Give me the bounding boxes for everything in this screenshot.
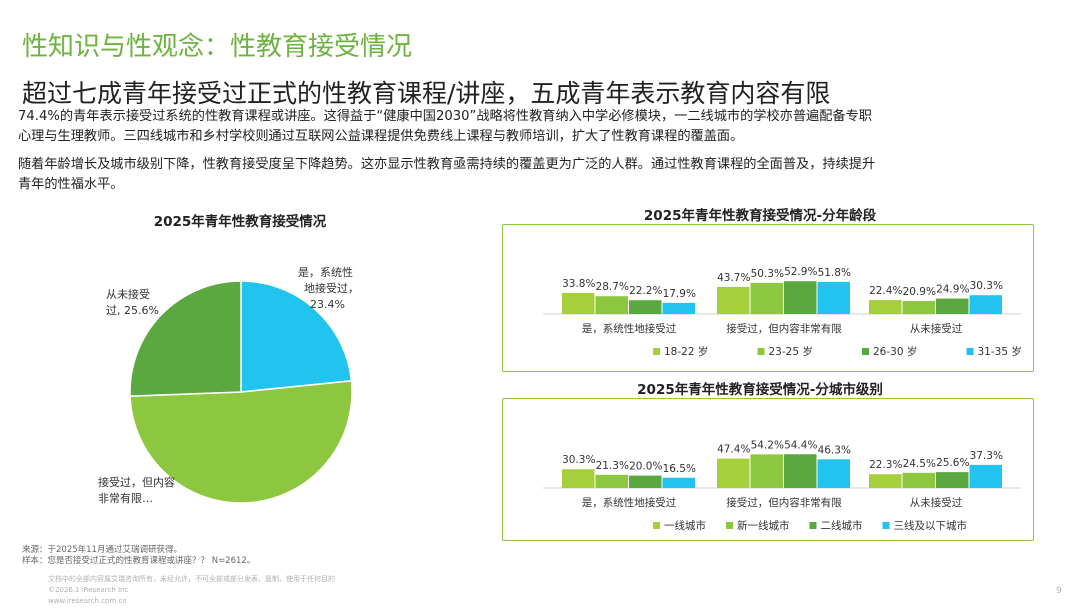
bar-value-label: 17.9% xyxy=(663,288,696,300)
page-headline: 超过七成青年接受过正式的性教育课程/讲座，五成青年表示教育内容有限 xyxy=(22,79,831,108)
bar-value-label: 30.3% xyxy=(562,454,595,466)
bar-value-label: 20.0% xyxy=(629,461,662,473)
bar xyxy=(969,295,1002,314)
legend-swatch xyxy=(726,522,733,529)
bar-value-label: 43.7% xyxy=(717,272,750,284)
bar-value-label: 50.3% xyxy=(751,268,784,280)
page-number: 9 xyxy=(1056,586,1062,596)
bar xyxy=(817,459,850,488)
age-chart-frame xyxy=(502,224,1034,372)
bar-value-label: 47.4% xyxy=(717,444,750,456)
legend-swatch xyxy=(862,348,869,355)
bar-value-label: 46.3% xyxy=(818,444,851,456)
body-text-line: 心理与生理教师。三四线城市和乡村学校则通过互联网公益课程提供免费线上课程与教师培… xyxy=(18,129,744,144)
website: www.iresearch.com.cn xyxy=(48,597,127,605)
bar-value-label: 54.2% xyxy=(751,439,784,451)
bar-value-label: 25.6% xyxy=(936,457,969,469)
bar xyxy=(969,464,1002,488)
legend-label: 一线城市 xyxy=(664,519,706,532)
category-tick-label: 接受过，但内容非常有限 xyxy=(726,322,842,335)
bar-value-label: 51.8% xyxy=(818,267,851,279)
legend-swatch xyxy=(653,522,660,529)
bar xyxy=(750,454,783,488)
body-text-line: 74.4%的青年表示接受过系统的性教育课程或讲座。这得益于“健康中国2030”战… xyxy=(18,109,872,124)
bar xyxy=(869,474,902,488)
pie-slice-label: 从未接受过, 25.6% xyxy=(106,288,159,317)
category-tick-label: 从未接受过 xyxy=(910,322,963,335)
legend-label: 18-22 岁 xyxy=(664,345,708,358)
bar xyxy=(817,281,850,314)
age-chart-title: 2025年青年性教育接受情况-分年龄段 xyxy=(643,208,877,224)
bar-value-label: 24.5% xyxy=(903,458,936,470)
bar xyxy=(902,472,935,488)
bar xyxy=(784,281,817,314)
pie-chart-title: 2025年青年性教育接受情况 xyxy=(153,214,327,230)
bar xyxy=(936,298,969,314)
bar-value-label: 16.5% xyxy=(663,463,696,475)
bar xyxy=(717,286,750,314)
legend-label: 31-35 岁 xyxy=(978,345,1022,358)
bar xyxy=(562,469,595,488)
legend-swatch xyxy=(653,348,660,355)
legend-swatch xyxy=(966,348,974,355)
bar xyxy=(595,296,628,314)
bar-value-label: 22.3% xyxy=(869,459,902,471)
bar xyxy=(662,302,695,314)
legend-swatch xyxy=(882,522,890,529)
bar-value-label: 21.3% xyxy=(596,460,629,472)
copyright-year: ©2026.1 iResearch Inc xyxy=(48,586,129,594)
bar xyxy=(629,300,662,314)
body-text-line: 青年的性福水平。 xyxy=(18,177,124,192)
bar-value-label: 28.7% xyxy=(596,281,629,293)
body-text-line: 随着年龄增长及城市级别下降，性教育接受度呈下降趋势。这亦显示性教育亟需持续的覆盖… xyxy=(18,157,876,172)
category-tick-label: 接受过，但内容非常有限 xyxy=(726,496,842,509)
bar-value-label: 20.9% xyxy=(903,286,936,298)
section-title: 性知识与性观念：性教育接受情况 xyxy=(22,32,413,62)
pie-slice xyxy=(240,280,353,393)
bar xyxy=(902,301,935,314)
legend-label: 三线及以下城市 xyxy=(894,519,968,532)
legend-label: 二线城市 xyxy=(821,519,863,532)
pie-slice-label: 接受过，但内容非常有限… xyxy=(98,475,175,505)
copyright-note: 文档中的全部内容属艾瑞咨询所有，未经允许，不可全部或部分发表、复制、使用于任何目… xyxy=(48,575,335,583)
bar-value-label: 22.4% xyxy=(869,285,902,297)
legend-swatch xyxy=(809,522,817,529)
bar-value-label: 37.3% xyxy=(970,450,1003,462)
bar-value-label: 22.2% xyxy=(629,285,662,297)
legend-label: 26-30 岁 xyxy=(873,345,917,358)
sample-note: 样本：您是否接受过正式的性教育课程或讲座？？ N=2612。 xyxy=(22,556,256,566)
pie-slice xyxy=(129,280,242,397)
legend-swatch xyxy=(757,348,765,355)
legend-label: 新一线城市 xyxy=(737,519,790,532)
pie-slice xyxy=(129,380,353,504)
pie-chart: 是，系统性地接受过， 23.4% 接受过，但内容非常有限… 从未接受过, 25.6% xyxy=(98,265,359,505)
city-bar-chart: 30.3% 21.3% 20.0% 16.5% 是，系统性地接受过 47.4% 54.2% 5… xyxy=(543,439,1021,532)
bar-value-label: 52.9% xyxy=(784,266,817,278)
category-tick-label: 是，系统性地接受过 xyxy=(582,322,677,335)
bar-value-label: 24.9% xyxy=(936,284,969,296)
bar xyxy=(936,472,969,488)
source-note: 来源：于2025年11月通过艾瑞调研获得。 xyxy=(22,545,182,555)
bar xyxy=(717,458,750,488)
bar xyxy=(595,474,628,488)
bar-value-label: 30.3% xyxy=(970,280,1003,292)
bar xyxy=(750,282,783,314)
bar xyxy=(869,300,902,314)
bar xyxy=(562,293,595,314)
bar xyxy=(629,475,662,488)
pie-slice-label: 是，系统性地接受过， 23.4% xyxy=(298,265,359,311)
bar xyxy=(662,477,695,488)
bar xyxy=(784,454,817,488)
city-chart-frame xyxy=(502,398,1034,541)
legend-label: 23-25 岁 xyxy=(769,345,813,358)
bar-value-label: 33.8% xyxy=(562,278,595,290)
city-chart-title: 2025年青年性教育接受情况-分城市级别 xyxy=(637,382,883,398)
bar-value-label: 54.4% xyxy=(784,439,817,451)
category-tick-label: 从未接受过 xyxy=(910,496,963,509)
category-tick-label: 是，系统性地接受过 xyxy=(582,496,677,509)
